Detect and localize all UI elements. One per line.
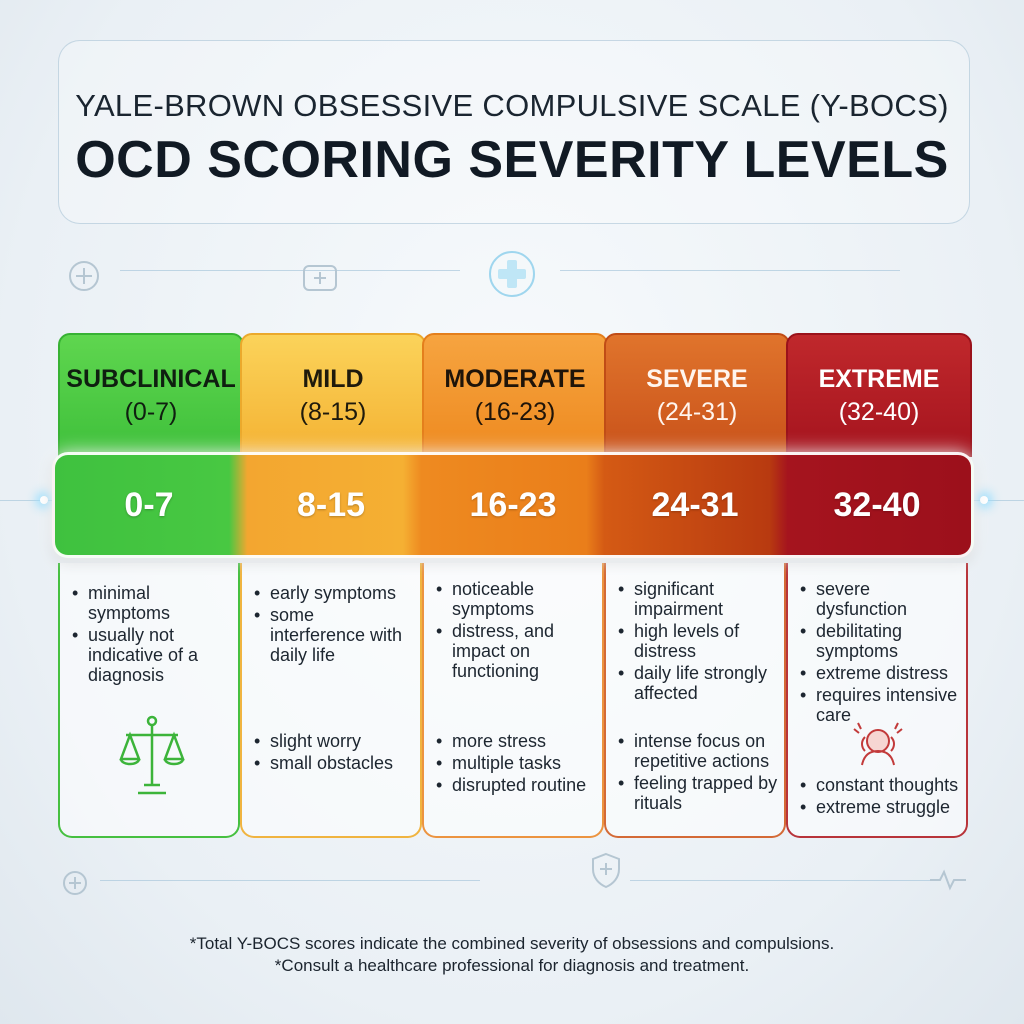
page-title: OCD SCORING SEVERITY LEVELS [75, 131, 949, 189]
level-name: SUBCLINICAL [66, 365, 236, 393]
level-header: EXTREME (32-40) [786, 333, 972, 457]
heartbeat-monitor-icon [930, 869, 966, 891]
symptom-item: extreme distress [800, 663, 960, 683]
level-range: (16-23) [474, 398, 556, 426]
symptom-item: early symptoms [254, 583, 414, 603]
symptom-item: more stress [436, 731, 596, 751]
level-details: noticeable symptoms distress, and impact… [422, 563, 604, 838]
plus-circle-icon-small [63, 871, 87, 895]
level-range: (32-40) [838, 398, 920, 426]
deco-line-bottom-left [100, 880, 480, 881]
level-header: MILD (8-15) [240, 333, 426, 457]
symptom-item: feeling trapped by rituals [618, 773, 778, 813]
medical-cross-icon [489, 251, 535, 297]
score-cell-extreme: 32-40 [833, 486, 921, 524]
level-range: (24-31) [656, 398, 738, 426]
symptom-list-bottom: more stress multiple tasks disrupted rou… [436, 731, 596, 797]
symptom-item: daily life strongly affected [618, 663, 778, 703]
symptom-item: usually not indicative of a diagnosis [72, 625, 232, 685]
symptom-list-top: noticeable symptoms distress, and impact… [436, 579, 596, 683]
left-connector-line [0, 500, 52, 501]
score-band: 0-7 8-15 16-23 24-31 32-40 [52, 452, 974, 558]
balance-scale-icon [119, 715, 185, 795]
symptom-item: significant impairment [618, 579, 778, 619]
level-name: MILD [302, 365, 364, 393]
distressed-person-icon [853, 722, 903, 766]
level-name: SEVERE [646, 365, 748, 393]
score-cell-moderate: 16-23 [469, 486, 557, 524]
symptom-item: slight worry [254, 731, 414, 751]
plus-circle-icon [69, 261, 99, 291]
score-cell-severe: 24-31 [651, 486, 739, 524]
footnote-consult: *Consult a healthcare professional for d… [274, 956, 750, 975]
symptom-item: severe dysfunction [800, 579, 960, 619]
symptom-list-bottom: constant thoughts extreme struggle [800, 775, 960, 819]
symptom-item: extreme struggle [800, 797, 960, 817]
level-details: significant impairment high levels of di… [604, 563, 786, 838]
page-subtitle: YALE-BROWN OBSESSIVE COMPULSIVE SCALE (Y… [75, 88, 949, 123]
level-details: early symptoms some interference with da… [240, 563, 422, 838]
level-name: MODERATE [444, 365, 586, 393]
deco-line-top-left [120, 270, 460, 271]
shield-plus-icon [592, 852, 620, 889]
left-glow-dot [40, 496, 48, 504]
level-name: EXTREME [818, 365, 940, 393]
footnote-scores: *Total Y-BOCS scores indicate the combin… [189, 934, 835, 953]
symptom-item: requires intensive care [800, 685, 960, 725]
deco-line-top-right [560, 270, 900, 271]
symptom-list-bottom: slight worry small obstacles [254, 731, 414, 775]
symptom-list-top: significant impairment high levels of di… [618, 579, 778, 705]
level-header: SUBCLINICAL (0-7) [58, 333, 244, 457]
level-range: (8-15) [299, 398, 367, 426]
symptom-list-bottom: intense focus on repetitive actions feel… [618, 731, 778, 815]
symptom-item: disrupted routine [436, 775, 596, 795]
symptom-item: minimal symptoms [72, 583, 232, 623]
symptom-item: multiple tasks [436, 753, 596, 773]
level-details: severe dysfunction debilitating symptoms… [786, 563, 968, 838]
symptom-list-top: early symptoms some interference with da… [254, 583, 414, 667]
symptom-list-top: minimal symptoms usually not indicative … [72, 583, 232, 687]
medical-kit-icon [303, 265, 337, 291]
score-cell-subclinical: 0-7 [124, 486, 174, 524]
deco-line-bottom-right [630, 880, 930, 881]
level-range: (0-7) [124, 398, 178, 426]
title-frame [58, 40, 970, 224]
symptom-item: distress, and impact on functioning [436, 621, 596, 681]
symptom-list-top: severe dysfunction debilitating symptoms… [800, 579, 960, 727]
level-header: MODERATE (16-23) [422, 333, 608, 457]
score-cell-mild: 8-15 [296, 486, 366, 524]
right-connector-line [974, 500, 1024, 501]
symptom-item: some interference with daily life [254, 605, 414, 665]
symptom-item: noticeable symptoms [436, 579, 596, 619]
symptom-item: debilitating symptoms [800, 621, 960, 661]
symptom-item: high levels of distress [618, 621, 778, 661]
symptom-item: small obstacles [254, 753, 414, 773]
symptom-item: intense focus on repetitive actions [618, 731, 778, 771]
level-header: SEVERE (24-31) [604, 333, 790, 457]
right-glow-dot [980, 496, 988, 504]
symptom-item: constant thoughts [800, 775, 960, 795]
level-details: minimal symptoms usually not indicative … [58, 563, 240, 838]
